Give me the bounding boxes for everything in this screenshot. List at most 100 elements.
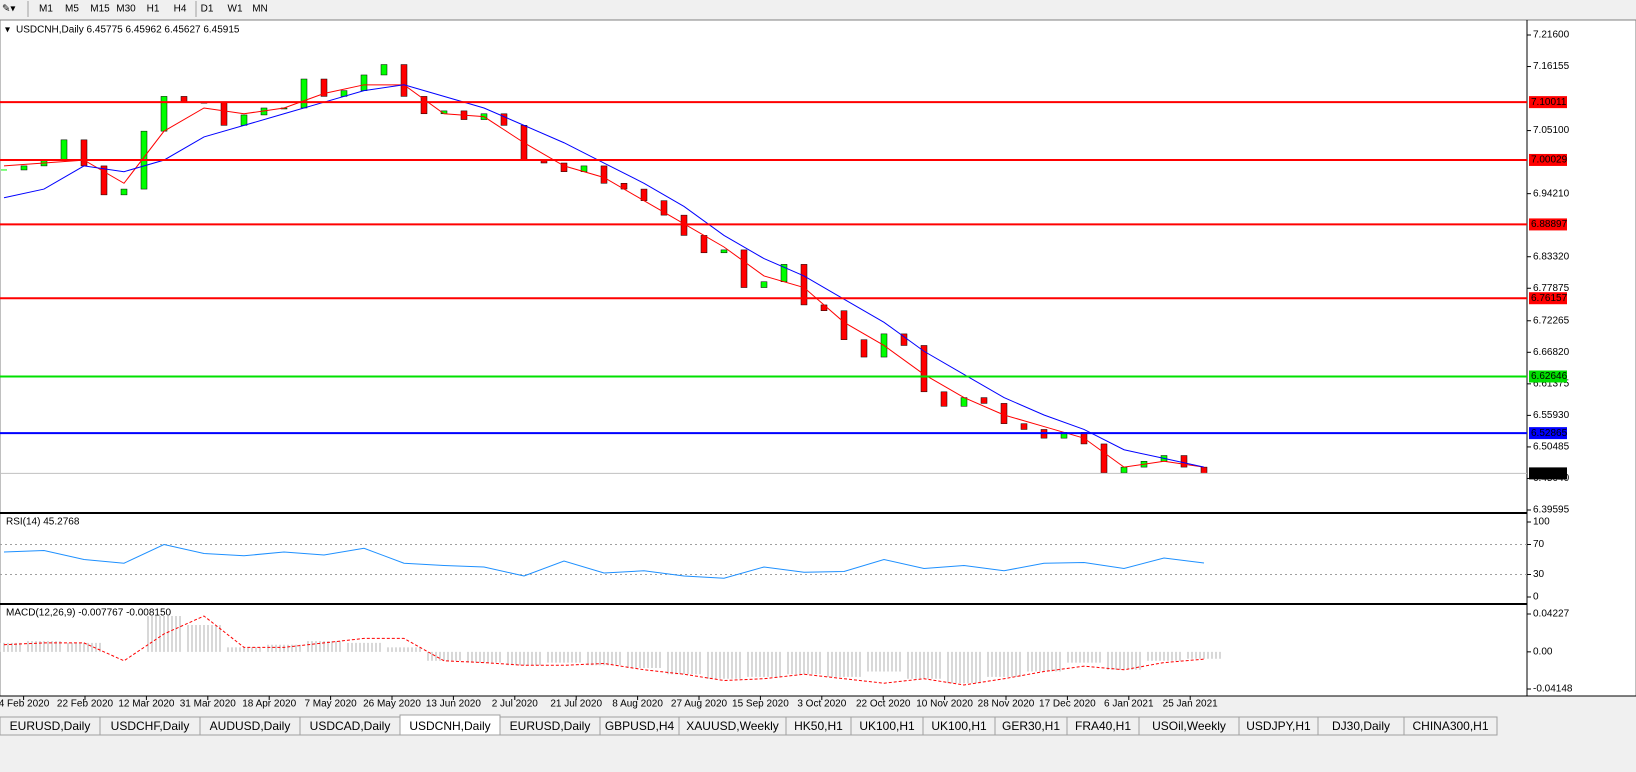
x-tick-label: 7 May 2020: [304, 699, 357, 710]
tab-label[interactable]: CHINA300,H1: [1412, 719, 1488, 733]
x-tick-label: 28 Nov 2020: [978, 699, 1035, 710]
y-tick-label: 7.16155: [1533, 61, 1570, 72]
tab-label[interactable]: FRA40,H1: [1075, 719, 1131, 733]
tab-label[interactable]: UK100,H1: [931, 719, 987, 733]
candle: [80, 139, 88, 167]
price-label: 6.52865: [1531, 428, 1568, 439]
tab-label[interactable]: XAUUSD,Weekly: [686, 719, 778, 733]
timeframe-button[interactable]: D1: [201, 4, 214, 15]
price-label: 6.88897: [1531, 219, 1568, 230]
price-label: 7.10011: [1531, 97, 1567, 108]
macd-title: MACD(12,26,9) -0.007767 -0.008150: [6, 608, 172, 619]
candle: [400, 64, 408, 97]
timeframe-button[interactable]: M30: [116, 4, 136, 15]
y-tick-label: 6.50485: [1533, 442, 1570, 453]
y-tick-label: 100: [1533, 517, 1550, 528]
tab-label[interactable]: GBPUSD,H4: [605, 719, 675, 733]
chart-window: [0, 19, 1636, 697]
timeframe-button[interactable]: MN: [252, 4, 268, 15]
chart-header: ▾: [5, 25, 10, 36]
price-label: 7.00029: [1531, 155, 1568, 166]
candle: [660, 200, 668, 216]
price-label-box: [1529, 370, 1567, 383]
y-tick-label: -0.04148: [1533, 684, 1573, 695]
x-tick-label: 26 May 2020: [363, 699, 421, 710]
candle: [760, 281, 768, 288]
price-label-box: [1529, 427, 1567, 440]
tab-label[interactable]: DJ30,Daily: [1332, 719, 1390, 733]
tab-label[interactable]: EURUSD,Daily: [10, 719, 91, 733]
tab-label[interactable]: AUDUSD,Daily: [210, 719, 291, 733]
candle: [420, 96, 428, 115]
chart-header: USDCNH,Daily 6.45775 6.45962 6.45627 6.4…: [16, 25, 240, 36]
tab-label[interactable]: USOil,Weekly: [1152, 719, 1226, 733]
candle: [500, 113, 508, 126]
tab-label[interactable]: HK50,H1: [794, 719, 843, 733]
candle: [800, 264, 808, 306]
x-tick-label: 6 Jan 2021: [1104, 699, 1154, 710]
tab-label[interactable]: EURUSD,Daily: [510, 719, 591, 733]
candle: [1200, 466, 1208, 474]
price-label-box: [1529, 292, 1567, 305]
x-tick-label: 15 Sep 2020: [732, 699, 789, 710]
candle: [240, 114, 248, 126]
x-tick-label: 10 Nov 2020: [916, 699, 973, 710]
candle: [940, 391, 948, 407]
timeframe-button[interactable]: H4: [174, 4, 187, 15]
candle: [560, 162, 568, 172]
y-tick-label: 7.05100: [1533, 125, 1570, 136]
price-label-box: [1529, 153, 1567, 166]
x-tick-label: 3 Oct 2020: [797, 699, 846, 710]
candle: [1020, 423, 1028, 430]
tab-label[interactable]: UK100,H1: [859, 719, 915, 733]
y-tick-label: 6.83320: [1533, 251, 1570, 262]
candle: [920, 345, 928, 393]
y-tick-label: 30: [1533, 569, 1545, 580]
y-tick-label: 7.21600: [1533, 30, 1570, 41]
x-tick-label: 13 Jun 2020: [426, 699, 481, 710]
candle: [1120, 466, 1128, 474]
candle: [20, 165, 28, 171]
y-tick-label: 70: [1533, 539, 1545, 550]
x-tick-label: 25 Jan 2021: [1163, 699, 1218, 710]
candle: [860, 339, 868, 358]
x-tick-label: 22 Oct 2020: [856, 699, 911, 710]
candle: [300, 78, 308, 109]
timeframe-button[interactable]: M15: [90, 4, 110, 15]
y-tick-label: 6.94210: [1533, 188, 1570, 199]
timeframe-button[interactable]: W1: [228, 4, 243, 15]
price-label: 6.45915: [1531, 468, 1568, 479]
x-tick-label: 27 Aug 2020: [671, 699, 728, 710]
moving-average: [3, 84, 1205, 468]
timeframe-button[interactable]: M1: [39, 4, 53, 15]
candle: [120, 188, 128, 196]
macd-signal: [3, 615, 1205, 686]
toolbar: [0, 0, 1636, 18]
price-label-box: [1529, 218, 1567, 231]
candle: [1180, 455, 1188, 468]
x-tick-label: 12 Mar 2020: [118, 699, 175, 710]
x-tick-label: 22 Feb 2020: [57, 699, 114, 710]
y-tick-label: 6.55930: [1533, 410, 1570, 421]
tab[interactable]: [1403, 716, 1498, 736]
candle: [600, 165, 608, 184]
timeframe-button[interactable]: M5: [65, 4, 79, 15]
y-tick-label: 6.77875: [1533, 283, 1570, 294]
y-tick-label: 6.61375: [1533, 378, 1570, 389]
price-label: 6.76157: [1531, 293, 1568, 304]
x-tick-label: 18 Apr 2020: [242, 699, 296, 710]
y-tick-label: 6.39595: [1533, 505, 1570, 516]
tab-label[interactable]: GER30,H1: [1002, 719, 1060, 733]
moving-average: [3, 84, 1205, 468]
candle: [700, 235, 708, 254]
tab-label[interactable]: USDCNH,Daily: [409, 719, 490, 733]
tab-label[interactable]: USDJPY,H1: [1246, 719, 1311, 733]
toolbar-icon[interactable]: ✎▾: [2, 4, 15, 15]
tab-label[interactable]: USDCHF,Daily: [111, 719, 190, 733]
timeframe-button[interactable]: H1: [147, 4, 160, 15]
candle: [380, 64, 388, 76]
candle: [60, 139, 68, 161]
candle: [980, 397, 988, 404]
tab-label[interactable]: USDCAD,Daily: [310, 719, 391, 733]
price-label: 6.62646: [1531, 371, 1568, 382]
